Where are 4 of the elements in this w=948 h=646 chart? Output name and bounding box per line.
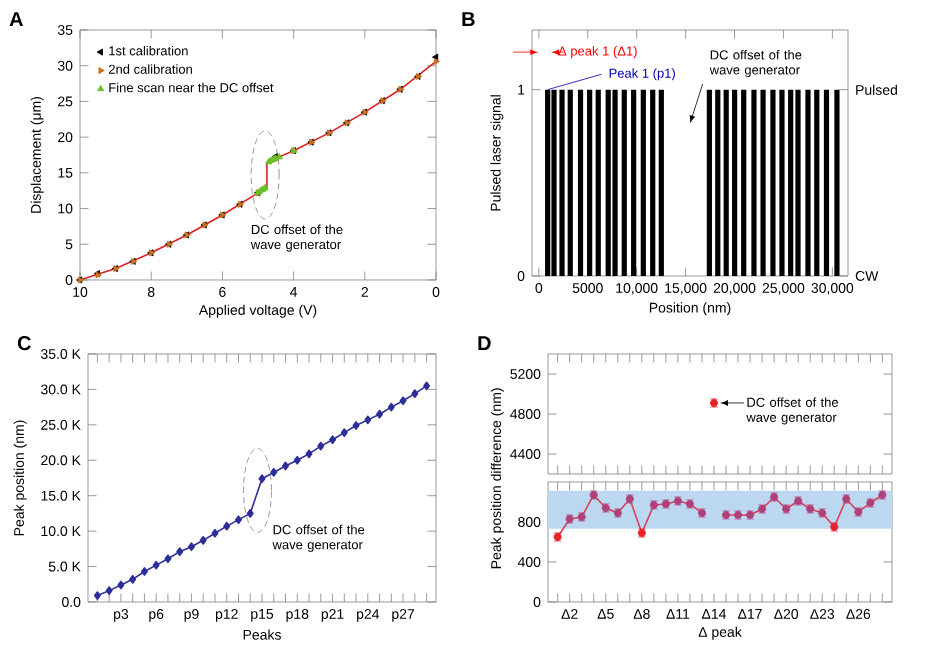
chart-title: C [17, 336, 31, 351]
chart-title: D [478, 336, 491, 350]
chart-title: A [9, 12, 24, 26]
chart-title: B [462, 12, 475, 26]
